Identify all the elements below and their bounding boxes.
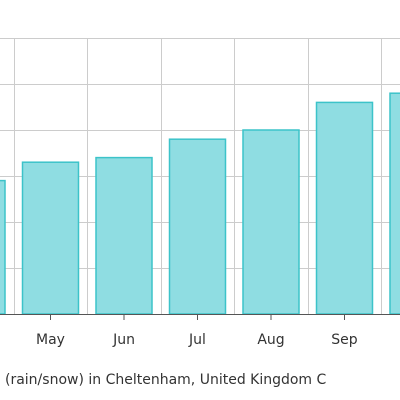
x-tick-label: May — [36, 332, 65, 348]
bar-series — [0, 92, 400, 315]
x-tick-label: Jun — [112, 332, 135, 348]
bar — [168, 138, 227, 315]
bar — [0, 179, 6, 315]
bar — [389, 92, 400, 315]
bar — [242, 129, 300, 315]
x-tick-label: Aug — [257, 332, 284, 348]
x-axis-labels: May Jun Jul Aug Sep — [36, 332, 358, 348]
bar — [315, 101, 374, 315]
bar — [95, 156, 153, 315]
chart-caption: (rain/snow) in Cheltenham, United Kingdo… — [5, 372, 327, 388]
bar — [21, 161, 80, 315]
x-tick-label: Jul — [188, 332, 206, 348]
x-axis-ticks — [50, 314, 345, 320]
x-tick-label: Sep — [331, 332, 358, 348]
